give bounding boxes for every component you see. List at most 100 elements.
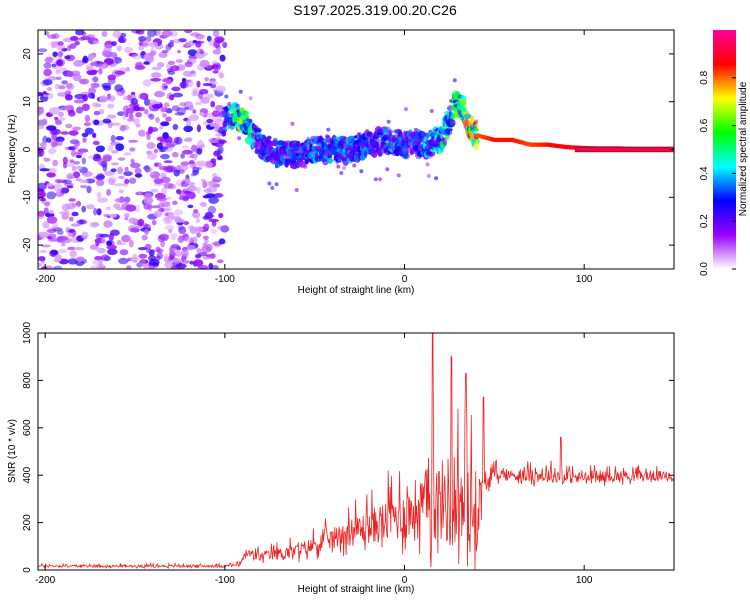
noise-cell [106,244,117,250]
noise-cell [124,217,129,221]
noise-cell [184,42,191,47]
spectrogram-heatmap [38,30,674,269]
ridge-cell [222,127,230,130]
ridge-cell [425,133,430,138]
noise-cell [202,180,208,189]
noise-cell [161,78,167,83]
snr-ytick-label: 200 [22,514,33,531]
noise-cell [116,242,127,246]
spectrogram-ylabel: Frequency (Hz) [7,115,18,184]
noise-cell [62,156,68,165]
noise-cell [148,103,154,111]
figure-title: S197.2025.319.00.20.C26 [293,2,457,18]
noise-cell [212,173,218,178]
noise-cell [138,247,148,251]
noise-cell [38,262,42,268]
snr-series-line [38,333,674,570]
noise-cell [126,265,132,269]
noise-cell [68,198,76,202]
noise-cell [96,263,105,269]
noise-cell [130,158,135,164]
noise-cell [112,30,122,38]
noise-cell [123,46,133,54]
noise-cell [164,212,169,216]
noise-cell [48,226,57,230]
ridge-cell [400,131,404,139]
snr-ytick-label: 1000 [22,321,33,344]
noise-cell [125,107,135,114]
noise-cell [87,92,95,99]
ridge-cell [386,129,394,134]
noise-cell [212,176,222,183]
noise-cell [52,265,63,269]
noise-cell [138,45,145,51]
noise-cell [195,33,205,40]
colorbar-tick-label: 0.8 [699,70,710,84]
ridge-scatter-cell [274,182,279,187]
noise-cell [120,32,127,38]
noise-cell [184,61,193,68]
noise-cell [55,69,60,75]
ridge-scatter-cell [452,78,457,83]
noise-cell [117,111,125,117]
noise-cell [155,246,161,253]
noise-cell [171,86,181,92]
noise-cell [165,206,172,212]
noise-cell [81,57,89,64]
noise-cell [60,187,70,194]
noise-cell [161,83,168,91]
noise-cell [123,152,132,156]
noise-cell [38,250,48,253]
noise-cell [202,242,208,249]
noise-cell [107,248,118,256]
noise-cell [38,215,45,219]
noise-cell [204,160,213,169]
noise-cell [41,244,51,248]
noise-cell [65,226,70,232]
noise-cell [114,57,123,64]
ridge-scatter-cell [429,109,434,113]
noise-cell [43,94,48,98]
noise-cell [182,145,189,149]
noise-cell [157,235,165,243]
noise-cell [67,232,73,237]
noise-cell [218,212,224,219]
noise-cell [210,101,216,108]
noise-cell [74,247,84,251]
noise-cell [194,226,204,233]
noise-cell [86,204,95,210]
noise-cell [147,30,157,37]
noise-cell [174,112,185,116]
noise-cell [161,30,173,37]
noise-cell [160,176,171,184]
noise-cell [61,203,70,211]
noise-cell [68,110,76,117]
noise-cell [61,242,66,247]
noise-cell [81,157,87,165]
noise-cell [144,167,153,173]
noise-cell [188,191,196,200]
noise-cell [86,66,94,71]
noise-cell [65,83,73,89]
noise-cell [146,132,151,141]
ridge-scatter-cell [359,169,364,174]
noise-cell [103,85,112,91]
noise-cell [109,51,117,58]
ridge-scatter-cell [434,176,439,181]
noise-cell [108,178,116,186]
noise-cell [155,117,160,123]
noise-cell [179,102,187,107]
noise-cell [206,118,214,124]
noise-cell [199,59,210,68]
snr-xtick-label: 0 [402,575,408,586]
noise-cell [149,50,156,57]
snr-plot-area [38,333,674,570]
noise-cell [55,58,66,67]
noise-cell [174,250,182,257]
noise-cell [134,65,146,70]
noise-cell [210,158,217,164]
ridge-cell [236,105,240,110]
noise-cell [209,253,216,259]
noise-cell [38,147,43,155]
noise-cell [146,142,156,150]
